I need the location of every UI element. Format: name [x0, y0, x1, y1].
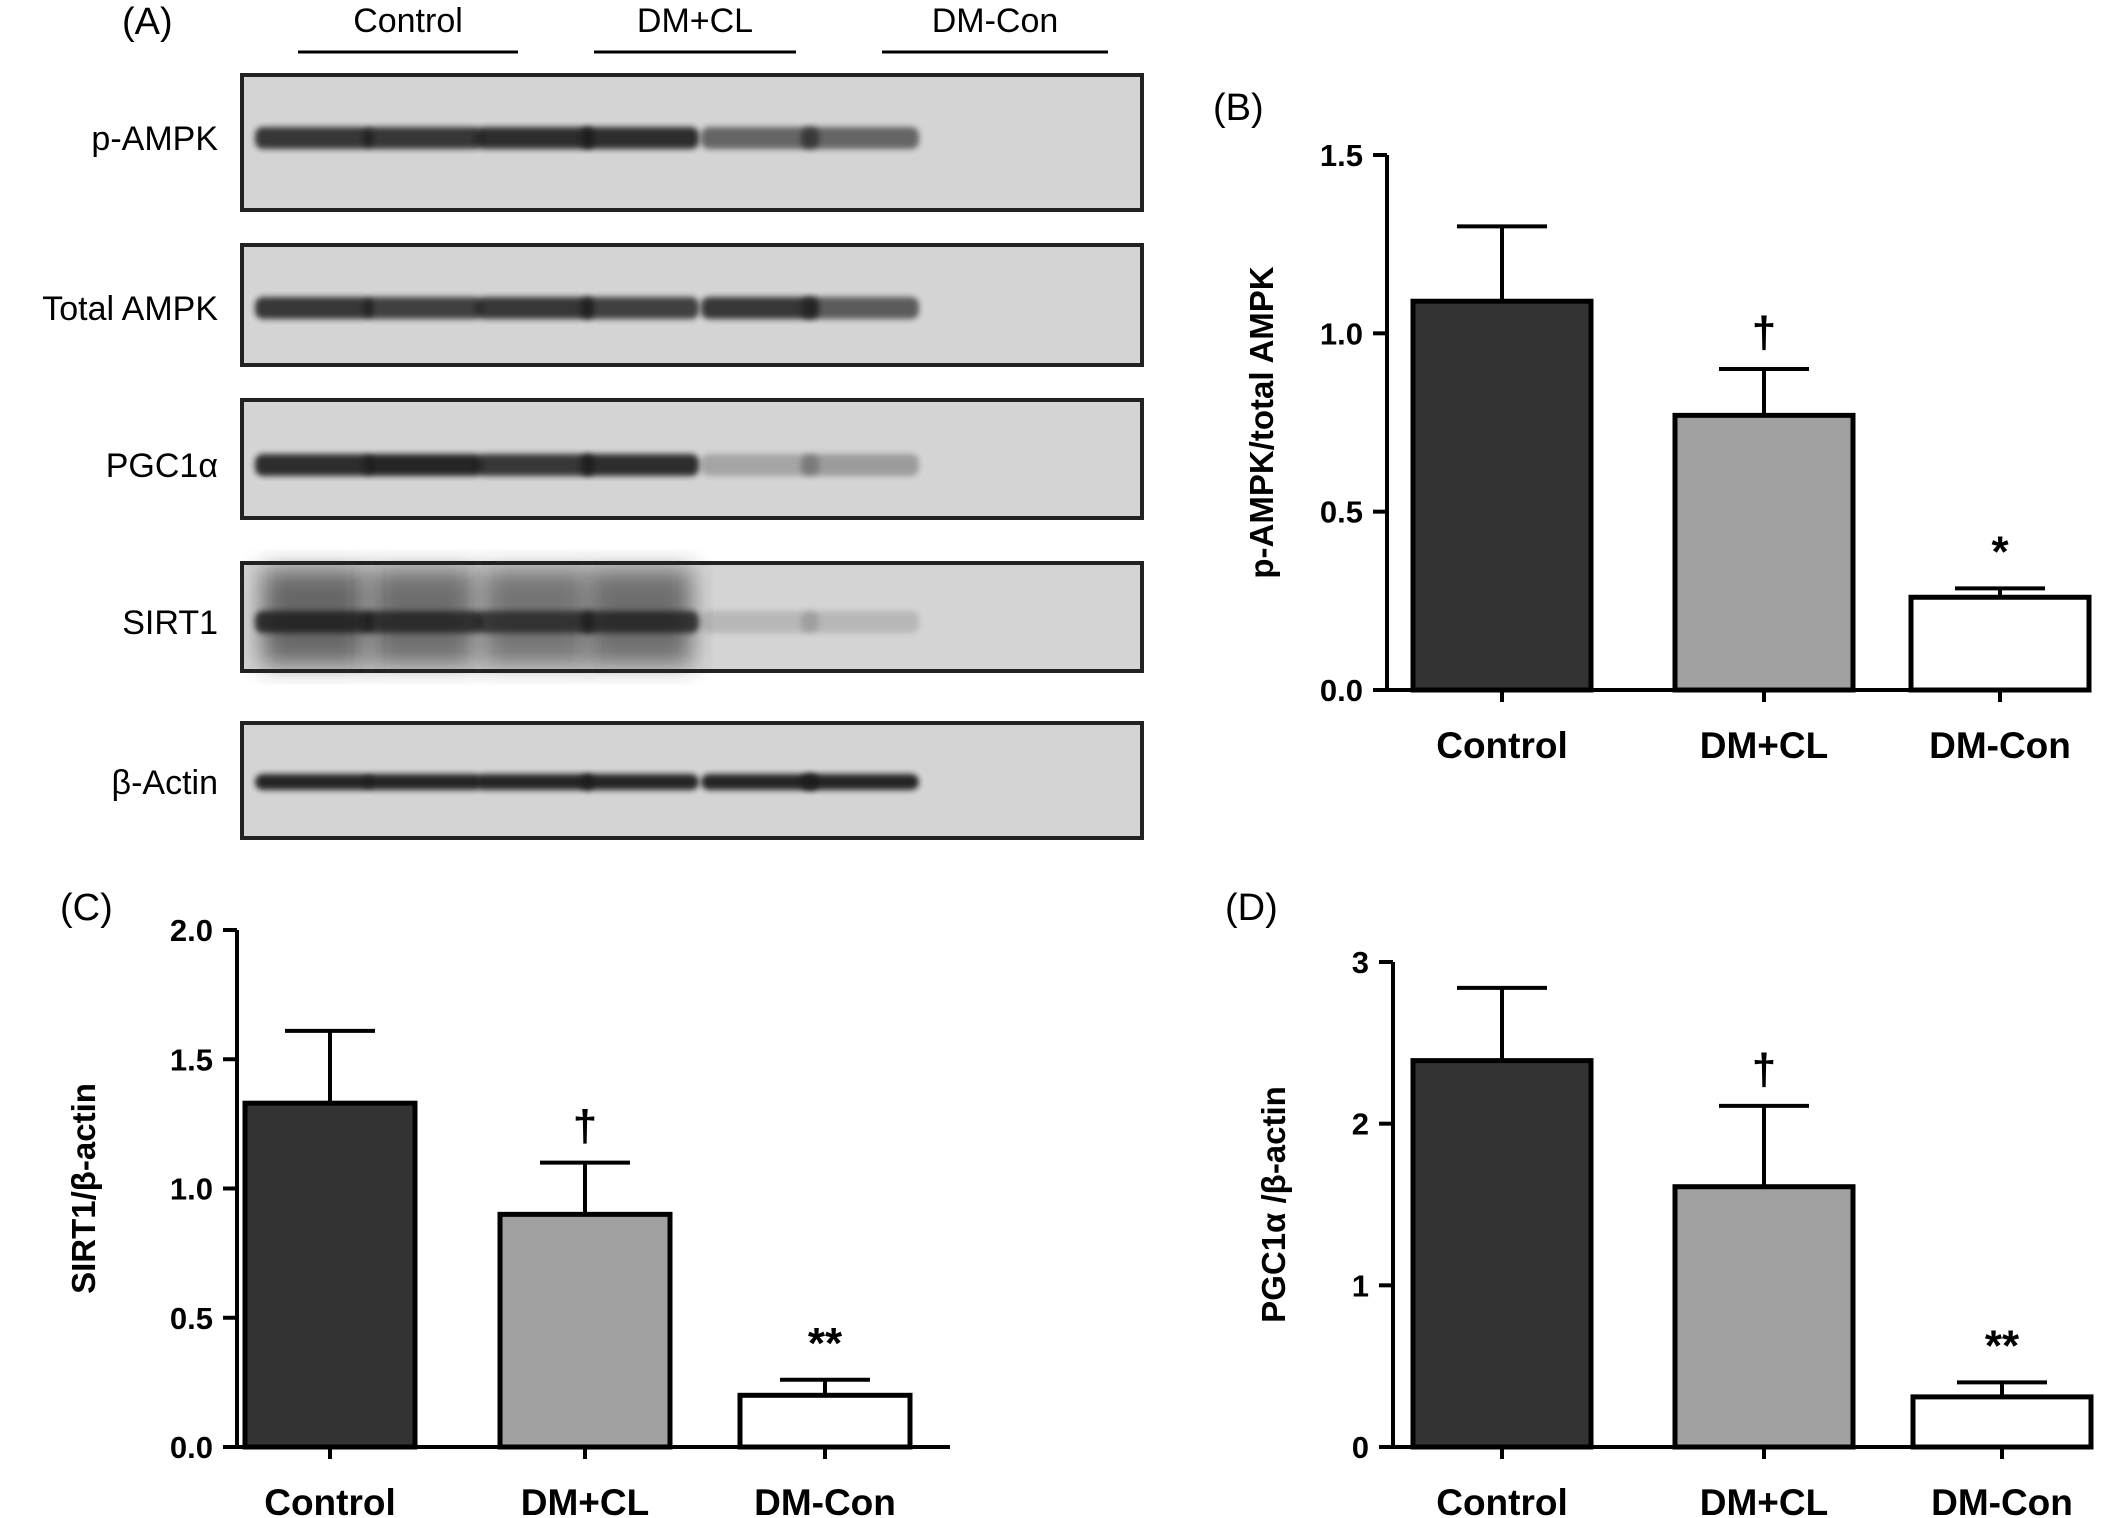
bar — [1672, 1184, 1856, 1450]
blot-band — [476, 454, 594, 476]
x-tick-label: Control — [1436, 725, 1568, 766]
blot-rows: p-AMPK Total AMPK PGC1α SIRT1 β-Actin — [42, 73, 1144, 840]
panel-letter: (B) — [1213, 87, 1264, 129]
group-header-label: Control — [353, 2, 463, 40]
y-axis-title: p-AMPK/total AMPK — [1243, 266, 1280, 578]
x-tick-label: DM-Con — [1931, 1482, 2073, 1518]
y-tick-label: 3 — [1352, 945, 1369, 980]
y-tick-label: 2 — [1352, 1107, 1369, 1142]
bar — [1410, 298, 1594, 693]
blot-band — [476, 127, 594, 149]
panel-a-letter: (A) — [122, 1, 173, 43]
blot-band — [701, 774, 819, 790]
significance-marker: * — [1991, 527, 2009, 576]
blot-band — [581, 454, 699, 476]
y-tick-label: 1 — [1352, 1268, 1369, 1303]
blot-band — [476, 774, 594, 790]
bar — [737, 1392, 913, 1450]
y-tick-label: 0.5 — [170, 1301, 213, 1336]
blot-band — [581, 127, 699, 149]
significance-marker: † — [573, 1102, 597, 1151]
blot-band — [801, 774, 919, 790]
x-tick-label: DM-Con — [754, 1482, 896, 1518]
chart-panel-b: (B) 0.0 0.5 1.0 1.5 p-AMPK/total AMPK Control D… — [1213, 87, 2092, 766]
blot-label: PGC1α — [106, 447, 218, 485]
y-tick-label: 0.5 — [1320, 495, 1363, 530]
y-tick-label: 1.5 — [170, 1042, 213, 1077]
bar — [242, 1100, 418, 1450]
bar — [1672, 412, 1856, 693]
blot-row: PGC1α — [106, 398, 1144, 520]
blot-band — [801, 454, 919, 476]
blot-band — [364, 454, 482, 476]
blot-label: p-AMPK — [91, 120, 218, 158]
blot-row: Total AMPK — [42, 243, 1144, 367]
x-tick-label: Control — [1436, 1482, 1568, 1518]
y-tick-label: 0 — [1352, 1430, 1369, 1465]
blot-band — [255, 127, 373, 149]
blot-band — [364, 127, 482, 149]
bar — [1910, 1394, 2094, 1450]
y-tick-label: 1.5 — [1320, 138, 1363, 173]
y-axis-title: SIRT1/β-actin — [65, 1083, 102, 1294]
blot-label: Total AMPK — [42, 290, 218, 328]
significance-marker: † — [1752, 308, 1776, 357]
blot-band — [255, 611, 373, 633]
panel-a-western-blot: (A) Control DM+CL DM-Con p-AMPK Total AMPK P… — [42, 1, 1144, 840]
blot-band — [255, 774, 373, 790]
significance-marker: ** — [808, 1319, 843, 1368]
blot-band — [364, 774, 482, 790]
x-tick-label: DM+CL — [1700, 1482, 1828, 1518]
chart-panel-d: (D) 0 1 2 3 PGC1α /β-actin Control DM+CL † DM-Con… — [1225, 887, 2094, 1518]
y-tick-label: 1.0 — [1320, 316, 1363, 351]
y-tick-label: 1.0 — [170, 1172, 213, 1207]
blot-label: SIRT1 — [122, 604, 218, 642]
blot-band — [581, 774, 699, 790]
bar — [497, 1211, 673, 1450]
panel-letter: (D) — [1225, 887, 1278, 929]
significance-marker: ** — [1985, 1321, 2020, 1370]
panel-letter: (C) — [60, 887, 113, 929]
blot-band — [476, 297, 594, 319]
blot-row: β-Actin — [112, 721, 1144, 840]
y-tick-label: 0.0 — [170, 1430, 213, 1465]
blot-label: β-Actin — [112, 764, 218, 802]
y-tick-label: 2.0 — [170, 913, 213, 948]
group-header-label: DM+CL — [637, 2, 753, 40]
blot-band — [364, 297, 482, 319]
y-axis-title: PGC1α /β-actin — [1255, 1086, 1292, 1323]
blot-band — [364, 611, 482, 633]
significance-marker: † — [1752, 1045, 1776, 1094]
x-tick-label: DM+CL — [521, 1482, 649, 1518]
group-header-label: DM-Con — [932, 2, 1059, 40]
blot-band — [581, 611, 699, 633]
bar — [1908, 594, 2092, 693]
blot-band — [255, 297, 373, 319]
x-tick-label: Control — [264, 1482, 396, 1518]
bar — [1410, 1058, 1594, 1450]
blot-row: SIRT1 — [122, 561, 1144, 673]
chart-panel-c: (C) 0.0 0.5 1.0 1.5 2.0 SIRT1/β-actin Control DM… — [60, 887, 950, 1518]
blot-band — [801, 297, 919, 319]
blot-band — [701, 297, 819, 319]
x-tick-label: DM+CL — [1700, 725, 1828, 766]
blot-band — [255, 454, 373, 476]
y-tick-label: 0.0 — [1320, 673, 1363, 708]
group-headers: Control DM+CL DM-Con — [298, 2, 1108, 54]
blot-band — [476, 611, 594, 633]
blot-band — [581, 297, 699, 319]
x-tick-label: DM-Con — [1929, 725, 2071, 766]
blot-band — [701, 611, 819, 633]
blot-band — [701, 454, 819, 476]
blot-band — [701, 127, 819, 149]
blot-band — [801, 127, 919, 149]
blot-band — [801, 611, 919, 633]
blot-row: p-AMPK — [91, 73, 1144, 212]
